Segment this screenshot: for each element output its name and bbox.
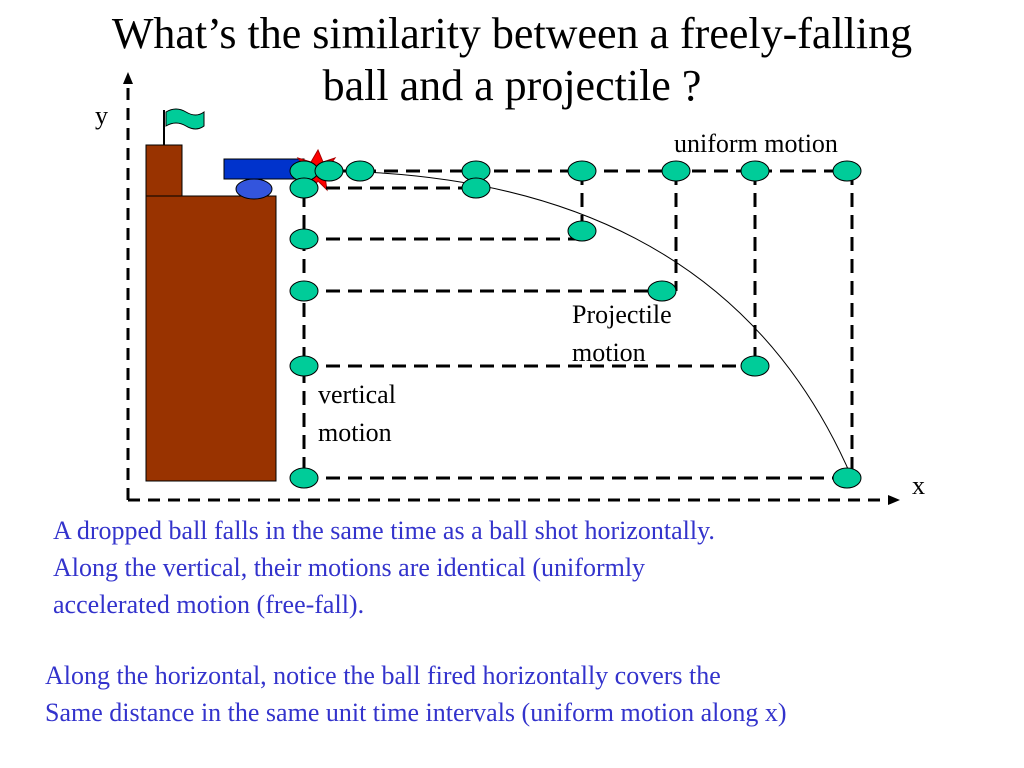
paragraph-2-line-1: Along the horizontal, notice the ball fi… bbox=[45, 661, 721, 690]
paragraph-1-line-3: accelerated motion (free-fall). bbox=[53, 590, 365, 619]
title-line-2: ball and a projectile ? bbox=[322, 61, 702, 110]
x-axis-arrow bbox=[888, 495, 900, 505]
cannon-base bbox=[235, 178, 273, 200]
vertical-motion-label: vertical motion bbox=[318, 376, 396, 452]
ball-horizontal-4 bbox=[661, 160, 691, 182]
building-body bbox=[145, 195, 277, 482]
explanation-paragraph-1: A dropped ball falls in the same time as… bbox=[53, 512, 715, 623]
ball-vertical-5 bbox=[289, 467, 319, 489]
ball-horizontal-3 bbox=[567, 160, 597, 182]
paragraph-2-line-2: Same distance in the same unit time inte… bbox=[45, 698, 787, 727]
vertical-label-line-2: motion bbox=[318, 418, 392, 447]
projectile-motion-label: Projectile motion bbox=[572, 296, 672, 372]
projectile-trajectory bbox=[317, 170, 853, 479]
guide-lines bbox=[302, 169, 854, 480]
axes bbox=[123, 72, 900, 505]
ball-vertical-3 bbox=[289, 280, 319, 302]
title-line-1: What’s the similarity between a freely-f… bbox=[111, 9, 913, 58]
balls bbox=[289, 160, 862, 489]
ball-horizontal-5 bbox=[740, 160, 770, 182]
ball-horizontal-1 bbox=[345, 160, 375, 182]
uniform-motion-label: uniform motion bbox=[674, 129, 838, 158]
ball-projectile-2 bbox=[567, 220, 597, 242]
ball-horizontal-6 bbox=[832, 160, 862, 182]
building bbox=[145, 108, 277, 482]
flag-icon bbox=[165, 108, 205, 130]
ball-vertical-2 bbox=[289, 228, 319, 250]
projectile-label-line-2: motion bbox=[572, 338, 646, 367]
projectile-label-line-1: Projectile bbox=[572, 300, 672, 329]
ball-projectile-3 bbox=[647, 280, 677, 302]
ball-projectile-4 bbox=[740, 355, 770, 377]
y-axis-label: y bbox=[95, 101, 108, 130]
y-axis-arrow bbox=[123, 72, 133, 84]
ball-projectile-1 bbox=[461, 177, 491, 199]
x-axis-label: x bbox=[912, 471, 925, 500]
ball-projectile-0 bbox=[314, 160, 344, 182]
paragraph-1-line-2: Along the vertical, their motions are id… bbox=[53, 553, 646, 582]
ball-projectile-5 bbox=[832, 467, 862, 489]
slide-title: What’s the similarity between a freely-f… bbox=[0, 8, 1024, 112]
ball-vertical-4 bbox=[289, 355, 319, 377]
vertical-label-line-1: vertical bbox=[318, 380, 396, 409]
paragraph-1-line-1: A dropped ball falls in the same time as… bbox=[53, 516, 715, 545]
explanation-paragraph-2: Along the horizontal, notice the ball fi… bbox=[45, 657, 787, 731]
ball-vertical-1 bbox=[289, 177, 319, 199]
